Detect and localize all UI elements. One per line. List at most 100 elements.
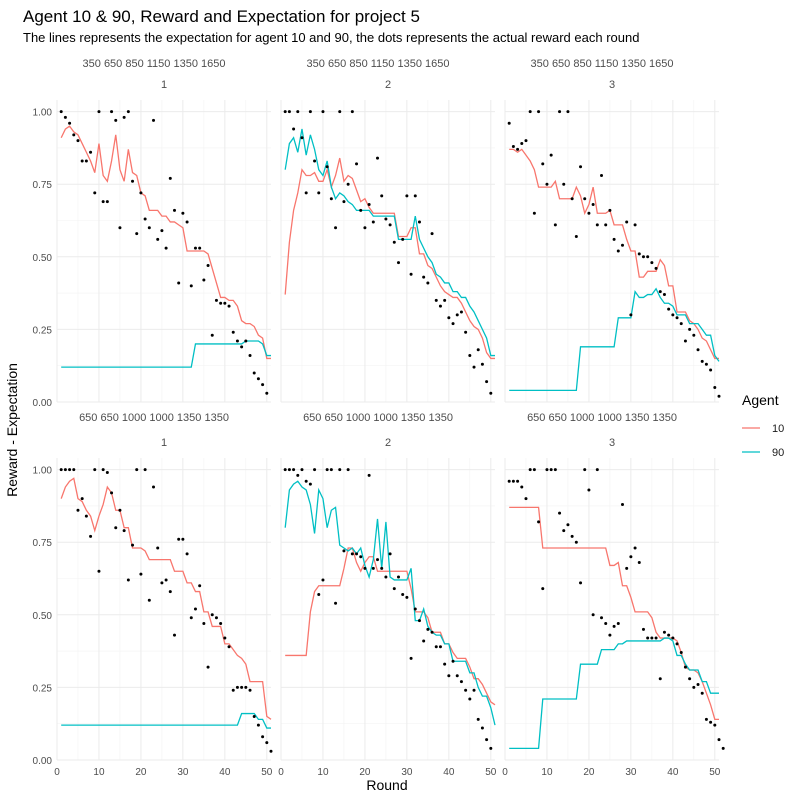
reward-point — [376, 156, 380, 160]
reward-point — [189, 616, 193, 620]
reward-point — [287, 468, 291, 472]
reward-point — [658, 290, 662, 294]
reward-point — [252, 714, 256, 718]
reward-point — [625, 566, 629, 570]
reward-point — [334, 601, 338, 605]
reward-point — [325, 468, 329, 472]
reward-point — [587, 488, 591, 492]
reward-point — [244, 685, 248, 689]
reward-point — [532, 211, 536, 215]
reward-point — [156, 237, 160, 241]
reward-point — [422, 639, 426, 643]
reward-point — [579, 165, 583, 169]
reward-point — [256, 723, 260, 727]
reward-point — [591, 203, 595, 207]
reward-point — [413, 607, 417, 611]
reward-point — [219, 622, 223, 626]
reward-point — [168, 590, 172, 594]
reward-point — [700, 359, 704, 363]
reward-point — [637, 252, 641, 256]
reward-point — [409, 272, 413, 276]
reward-point — [101, 200, 105, 204]
legend-title: Agent — [742, 392, 779, 408]
reward-point — [384, 575, 388, 579]
reward-point — [235, 685, 239, 689]
reward-point — [329, 197, 333, 201]
reward-point — [68, 121, 72, 125]
reward-point — [265, 391, 269, 395]
reward-point — [537, 520, 541, 524]
reward-point — [451, 659, 455, 663]
series-line-agent-90 — [284, 480, 496, 726]
reward-point — [97, 569, 101, 573]
reward-point — [629, 313, 633, 317]
reward-point — [464, 330, 468, 334]
x-tick-label: 20 — [583, 767, 595, 778]
y-tick-label: 0.00 — [33, 756, 53, 767]
reward-point — [248, 688, 252, 692]
reward-point — [80, 159, 84, 163]
reward-point — [131, 179, 135, 183]
reward-point — [485, 380, 489, 384]
x-tick-label: 50 — [261, 767, 273, 778]
facet-strip-label: 3 — [609, 79, 615, 91]
reward-point — [97, 110, 101, 114]
reward-point — [177, 281, 181, 285]
reward-point — [650, 261, 654, 265]
reward-point — [426, 281, 430, 285]
reward-point — [620, 243, 624, 247]
reward-point — [633, 546, 637, 550]
reward-point — [202, 278, 206, 282]
reward-point — [248, 354, 252, 358]
reward-point — [717, 394, 721, 398]
reward-point — [405, 595, 409, 599]
reward-point — [507, 479, 511, 483]
chart-subtitle: The lines represents the expectation for… — [23, 30, 639, 45]
reward-point — [118, 226, 122, 230]
reward-point — [595, 468, 599, 472]
reward-point — [489, 391, 493, 395]
x-axis-title: Round — [366, 777, 407, 793]
reward-point — [532, 468, 536, 472]
reward-point — [646, 255, 650, 259]
reward-point — [202, 622, 206, 626]
facet-strip-header: 650 650 1000 1000 1350 1350 — [79, 412, 229, 424]
reward-point — [355, 552, 359, 556]
reward-point — [223, 636, 227, 640]
reward-point — [181, 537, 185, 541]
reward-point — [528, 468, 532, 472]
reward-point — [126, 578, 130, 582]
reward-point — [342, 549, 346, 553]
reward-point — [84, 159, 88, 163]
reward-point — [252, 371, 256, 375]
reward-point — [392, 240, 396, 244]
reward-point — [430, 630, 434, 634]
reward-point — [363, 226, 367, 230]
legend-label-10: 10 — [772, 423, 784, 435]
reward-point — [667, 633, 671, 637]
reward-point — [376, 558, 380, 562]
series-line-agent-90 — [61, 340, 271, 368]
reward-point — [683, 339, 687, 343]
reward-point — [713, 723, 717, 727]
reward-point — [692, 685, 696, 689]
reward-point — [667, 307, 671, 311]
reward-point — [256, 377, 260, 381]
reward-point — [528, 110, 532, 114]
reward-point — [709, 368, 713, 372]
reward-point — [214, 298, 218, 302]
reward-point — [480, 362, 484, 366]
reward-point — [604, 223, 608, 227]
reward-point — [371, 566, 375, 570]
reward-point — [308, 482, 312, 486]
reward-point — [193, 607, 197, 611]
x-tick-label: 0 — [278, 767, 284, 778]
reward-point — [562, 529, 566, 533]
reward-point — [223, 301, 227, 305]
reward-point — [105, 471, 109, 475]
reward-point — [152, 118, 156, 122]
reward-point — [675, 642, 679, 646]
reward-point — [76, 508, 80, 512]
reward-point — [417, 619, 421, 623]
reward-point — [227, 645, 231, 649]
